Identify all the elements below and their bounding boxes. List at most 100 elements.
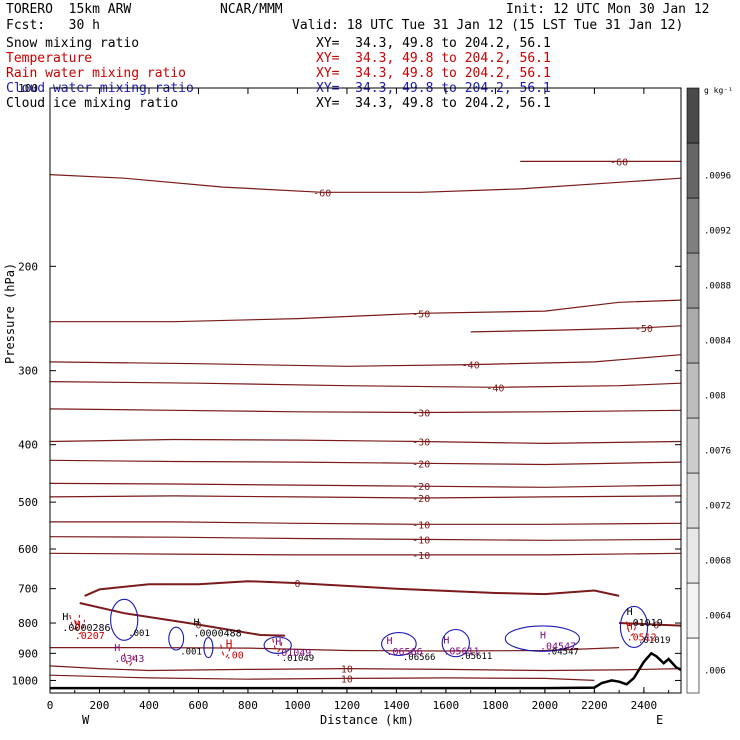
cloud-water-contour — [110, 598, 139, 641]
temperature-contour-label: 10 — [341, 665, 353, 676]
maximum-marker: H — [387, 636, 393, 647]
rain-water-contour — [74, 619, 86, 635]
maximum-value: .05611 — [443, 646, 479, 657]
x-tick-label: 1800 — [482, 699, 509, 712]
y-tick-label: 400 — [18, 439, 38, 452]
colorbar-segment — [686, 142, 700, 199]
y-tick-label: 1000 — [12, 674, 39, 687]
temperature-contour-label: -30 — [412, 438, 430, 449]
y-tick-label: 200 — [18, 260, 38, 273]
cloud-water-contour — [504, 625, 581, 652]
maximum-marker: H — [627, 607, 633, 618]
temperature-contour-label: -50 — [412, 309, 430, 320]
colorbar-tick-label: .008 — [704, 392, 726, 402]
x-tick-label: 2000 — [532, 699, 559, 712]
temperature-contour-label: -40 — [486, 383, 504, 394]
field-rain-xy: XY= 34.3, 49.8 to 204.2, 56.1 — [316, 66, 551, 81]
colorbar-tick-label: .0088 — [704, 282, 731, 292]
cloud-water-contour — [619, 605, 649, 648]
x-tick-label: 800 — [238, 699, 258, 712]
y-tick-label: 800 — [18, 617, 38, 630]
maximum-marker: H — [627, 621, 633, 632]
y-tick-label: 600 — [18, 543, 38, 556]
field-temperature-xy: XY= 34.3, 49.8 to 204.2, 56.1 — [316, 51, 551, 66]
temperature-contour — [49, 459, 682, 466]
maximum-value: .01049 — [275, 648, 311, 659]
temperature-contour — [79, 602, 286, 637]
cloud-water-contour — [263, 636, 292, 654]
maximum-marker: H — [114, 643, 120, 654]
colorbar-segment — [686, 197, 700, 254]
colorbar-unit: g kg⁻¹ — [704, 86, 733, 95]
init-time: Init: 12 UTC Mon 30 Jan 12 — [506, 2, 710, 17]
colorbar-tick-label: .0068 — [704, 557, 731, 567]
maximum-value: .01019 — [627, 618, 663, 629]
cloud-water-contour — [381, 632, 417, 656]
y-tick-label: 900 — [18, 647, 38, 660]
x-tick-label: 400 — [139, 699, 159, 712]
maximum-value: .0000286 — [62, 623, 110, 634]
temperature-contour — [49, 381, 682, 388]
y-tick-label: 100 — [18, 82, 38, 95]
temperature-contour — [49, 174, 682, 193]
temperature-contour-label: -60 — [610, 157, 628, 168]
maximum-marker: H — [75, 620, 81, 631]
forecast-hour: Fcst: 30 h — [6, 18, 100, 33]
rain-water-contour — [626, 621, 637, 636]
cloud-water-label: .06566 — [403, 653, 436, 663]
rain-water-contour — [220, 644, 232, 658]
field-snow-name: Snow mixing ratio — [6, 36, 140, 51]
maximum-value: .06566 — [387, 647, 423, 658]
colorbar-segment — [686, 582, 700, 639]
colorbar-tick-label: .0076 — [704, 447, 731, 457]
temperature-contour-label: 0 — [294, 579, 300, 590]
colorbar-segment — [686, 307, 700, 364]
rain-max-value: .00 — [226, 651, 244, 662]
colorbar-tick-label: .006 — [704, 667, 726, 677]
x-tick-label: 200 — [90, 699, 110, 712]
y-axis-label: Pressure (hPa) — [3, 263, 17, 364]
west-end-label: W — [82, 713, 90, 727]
temperature-contour — [50, 647, 620, 652]
x-tick-label: 1400 — [383, 699, 410, 712]
maximum-marker: H — [62, 612, 68, 623]
temperature-contour — [49, 482, 682, 488]
cloud-water-contour — [168, 626, 185, 651]
temperature-contour — [49, 354, 682, 367]
maximum-value: .04547 — [540, 642, 576, 653]
maximum-value: .0343 — [114, 654, 144, 665]
colorbar-segment — [686, 362, 700, 419]
temperature-contour — [49, 674, 595, 681]
temperature-contour-label: 10 — [341, 674, 353, 685]
temperature-contour — [50, 521, 682, 525]
x-tick-label: 600 — [189, 699, 209, 712]
x-tick-label: 2200 — [581, 699, 608, 712]
temperature-contour — [49, 438, 682, 445]
temperature-contour — [470, 325, 682, 333]
temperature-contour-label: -10 — [412, 520, 430, 531]
rain-water-contour — [272, 638, 284, 653]
temperature-contour-label: -40 — [462, 361, 480, 372]
colorbar-segment — [686, 472, 700, 529]
field-snow-xy: XY= 34.3, 49.8 to 204.2, 56.1 — [316, 36, 551, 51]
field-rain-name: Rain water mixing ratio — [6, 66, 187, 81]
cloud-water-label: .05611 — [460, 652, 493, 662]
colorbar-segment — [686, 527, 700, 584]
temperature-contour-label: 0 — [653, 621, 659, 632]
maximum-marker: H — [443, 635, 449, 646]
maximum-value: .0000488 — [194, 629, 242, 640]
colorbar-tick-label: .0096 — [704, 172, 731, 182]
x-tick-label: 1600 — [433, 699, 460, 712]
temperature-contour — [49, 552, 682, 556]
temperature-contour-label: -20 — [412, 494, 430, 505]
cloud-water-label: .01019 — [638, 636, 671, 646]
east-end-label: E — [656, 713, 663, 727]
cloud-water-label: .01049 — [282, 654, 315, 664]
colorbar-tick-label: .0084 — [704, 337, 731, 347]
field-cloudice-name: Cloud ice mixing ratio — [6, 96, 179, 111]
temperature-contour-label: -10 — [412, 535, 430, 546]
temperature-contour — [619, 622, 682, 627]
y-tick-label: 700 — [18, 583, 38, 596]
model-title: TORERO 15km ARW — [6, 2, 132, 17]
rain-water-contour — [69, 614, 81, 630]
